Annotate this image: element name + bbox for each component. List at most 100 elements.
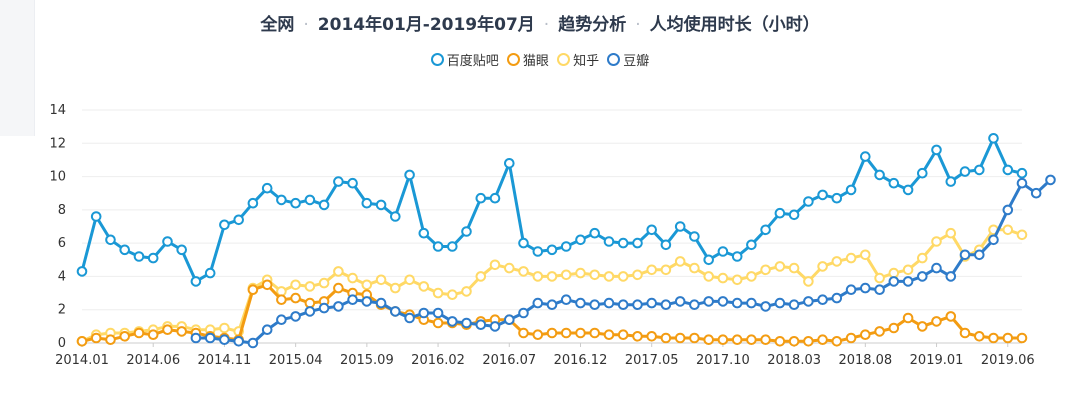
data-point-知乎 bbox=[632, 269, 643, 281]
x-tick-label: 2014.01 bbox=[55, 353, 109, 368]
chart-legend: 百度贴吧 猫眼 知乎 豆瓣 bbox=[0, 50, 1080, 70]
data-point-豆瓣 bbox=[361, 296, 373, 307]
x-tick-label: 2017.05 bbox=[625, 353, 679, 368]
data-point-知乎 bbox=[902, 264, 914, 276]
data-point-知乎 bbox=[674, 256, 686, 267]
data-point-百度贴吧 bbox=[674, 221, 686, 232]
data-point-知乎 bbox=[817, 261, 828, 272]
data-point-百度贴吧 bbox=[746, 239, 757, 251]
data-point-百度贴吧 bbox=[147, 252, 159, 264]
data-point-百度贴吧 bbox=[447, 241, 458, 252]
legend-item-maoyan[interactable]: 猫眼 bbox=[506, 50, 549, 69]
data-point-知乎 bbox=[518, 266, 529, 277]
data-point-猫眼 bbox=[162, 324, 173, 336]
data-point-知乎 bbox=[788, 262, 800, 274]
data-point-知乎 bbox=[603, 271, 615, 282]
data-point-猫眼 bbox=[133, 327, 145, 339]
data-point-百度贴吧 bbox=[162, 236, 173, 247]
data-point-百度贴吧 bbox=[717, 246, 729, 257]
data-point-猫眼 bbox=[746, 334, 757, 346]
data-point-豆瓣 bbox=[959, 249, 971, 261]
data-point-百度贴吧 bbox=[418, 227, 430, 239]
data-point-知乎 bbox=[660, 264, 672, 276]
data-point-知乎 bbox=[504, 262, 515, 274]
data-point-猫眼 bbox=[105, 334, 116, 346]
legend-item-douban[interactable]: 豆瓣 bbox=[607, 50, 649, 69]
data-point-百度贴吧 bbox=[489, 192, 501, 204]
legend-item-tieba[interactable]: 百度贴吧 bbox=[430, 50, 499, 69]
data-point-猫眼 bbox=[874, 326, 885, 337]
data-point-豆瓣 bbox=[1016, 177, 1028, 189]
data-point-豆瓣 bbox=[603, 297, 615, 309]
data-point-百度贴吧 bbox=[1016, 167, 1028, 179]
data-point-猫眼 bbox=[76, 336, 88, 347]
data-point-猫眼 bbox=[432, 317, 444, 329]
data-point-豆瓣 bbox=[447, 316, 458, 327]
x-tick-label: 2015.04 bbox=[269, 353, 323, 368]
data-point-豆瓣 bbox=[475, 319, 487, 331]
data-point-豆瓣 bbox=[674, 296, 686, 307]
data-point-百度贴吧 bbox=[290, 197, 301, 209]
data-point-百度贴吧 bbox=[304, 194, 316, 206]
data-point-豆瓣 bbox=[931, 262, 942, 274]
data-point-豆瓣 bbox=[404, 312, 415, 324]
data-point-知乎 bbox=[774, 261, 786, 272]
data-point-豆瓣 bbox=[489, 321, 501, 332]
data-point-猫眼 bbox=[803, 336, 814, 347]
data-point-百度贴吧 bbox=[461, 226, 472, 237]
data-point-豆瓣 bbox=[504, 314, 515, 326]
data-point-百度贴吧 bbox=[276, 194, 287, 206]
data-point-豆瓣 bbox=[945, 271, 957, 282]
data-point-百度贴吧 bbox=[1002, 164, 1014, 176]
data-point-猫眼 bbox=[860, 329, 871, 341]
data-point-知乎 bbox=[304, 281, 316, 292]
data-point-知乎 bbox=[404, 274, 415, 286]
data-point-知乎 bbox=[803, 276, 814, 287]
data-point-猫眼 bbox=[147, 329, 159, 341]
data-point-百度贴吧 bbox=[504, 158, 515, 169]
data-point-知乎 bbox=[1002, 224, 1014, 236]
data-point-百度贴吧 bbox=[546, 244, 558, 256]
data-point-猫眼 bbox=[774, 336, 786, 347]
data-point-猫眼 bbox=[660, 332, 672, 344]
data-point-知乎 bbox=[917, 252, 928, 264]
data-point-豆瓣 bbox=[276, 314, 287, 326]
legend-item-zhihu[interactable]: 知乎 bbox=[557, 50, 599, 69]
data-point-豆瓣 bbox=[746, 297, 757, 309]
title-separator: · bbox=[635, 15, 641, 35]
data-point-知乎 bbox=[361, 279, 373, 291]
data-point-猫眼 bbox=[176, 326, 187, 337]
data-point-豆瓣 bbox=[803, 296, 814, 307]
data-point-百度贴吧 bbox=[375, 199, 387, 211]
data-point-百度贴吧 bbox=[774, 207, 786, 219]
data-point-百度贴吧 bbox=[475, 192, 487, 204]
data-point-豆瓣 bbox=[632, 299, 643, 311]
data-point-猫眼 bbox=[261, 279, 273, 291]
data-point-豆瓣 bbox=[760, 301, 771, 312]
data-point-百度贴吧 bbox=[532, 246, 544, 257]
data-point-猫眼 bbox=[617, 329, 629, 341]
data-point-知乎 bbox=[589, 269, 601, 281]
data-point-豆瓣 bbox=[575, 297, 586, 309]
data-point-豆瓣 bbox=[589, 299, 601, 311]
data-point-百度贴吧 bbox=[959, 166, 971, 177]
data-point-知乎 bbox=[461, 286, 472, 297]
data-point-知乎 bbox=[432, 287, 444, 299]
data-point-猫眼 bbox=[276, 294, 287, 306]
data-point-豆瓣 bbox=[874, 284, 885, 296]
data-point-猫眼 bbox=[575, 327, 586, 339]
data-point-百度贴吧 bbox=[76, 266, 88, 277]
y-tick-label: 6 bbox=[58, 236, 66, 251]
data-point-猫眼 bbox=[888, 322, 900, 334]
data-point-猫眼 bbox=[532, 329, 544, 341]
data-point-豆瓣 bbox=[432, 307, 444, 319]
data-point-猫眼 bbox=[674, 332, 686, 344]
legend-label: 百度贴吧 bbox=[446, 54, 499, 69]
legend-label: 知乎 bbox=[573, 54, 600, 69]
data-point-豆瓣 bbox=[390, 306, 401, 317]
data-point-百度贴吧 bbox=[603, 236, 615, 247]
data-point-百度贴吧 bbox=[247, 197, 259, 209]
data-point-豆瓣 bbox=[333, 301, 344, 312]
data-point-猫眼 bbox=[917, 321, 928, 332]
data-point-豆瓣 bbox=[190, 332, 202, 344]
